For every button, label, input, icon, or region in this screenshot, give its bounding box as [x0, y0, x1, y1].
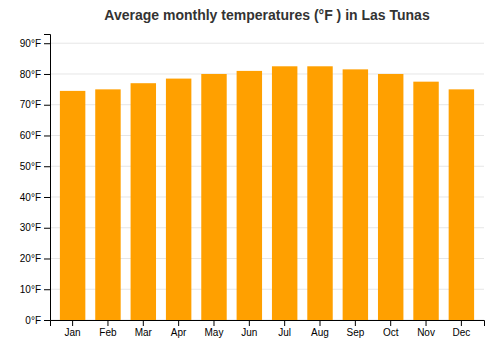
- x-tick: Oct: [383, 320, 399, 338]
- x-tick: Nov: [417, 320, 435, 338]
- y-tick-label: 0°F: [25, 315, 41, 326]
- y-tick: 90°F: [20, 38, 50, 49]
- grid-line: [50, 43, 484, 44]
- bar: [343, 69, 368, 320]
- x-tick-label: May: [205, 327, 224, 338]
- grid-line: [50, 73, 484, 74]
- x-tick-mark: [284, 320, 285, 326]
- x-tick: May: [205, 320, 224, 338]
- y-tick-mark: [44, 289, 50, 290]
- y-tick-label: 30°F: [20, 222, 41, 233]
- x-tick-label: Apr: [171, 327, 187, 338]
- y-tick: 10°F: [20, 284, 50, 295]
- y-tick: 40°F: [20, 192, 50, 203]
- bar: [60, 91, 85, 320]
- x-tick-label: Nov: [417, 327, 435, 338]
- y-tick: 0°F: [25, 315, 50, 326]
- y-tick: 70°F: [20, 99, 50, 110]
- x-tick: Aug: [311, 320, 329, 338]
- x-tick-mark: [213, 320, 214, 326]
- y-tick-mark: [44, 135, 50, 136]
- y-tick-label: 20°F: [20, 253, 41, 264]
- y-tick: 60°F: [20, 130, 50, 141]
- x-tick-mark: [178, 320, 179, 326]
- bar: [272, 66, 297, 320]
- bars: [60, 66, 474, 320]
- x-tick-mark: [355, 320, 356, 326]
- x-tick-label: Oct: [383, 327, 399, 338]
- y-tick-label: 10°F: [20, 284, 41, 295]
- x-axis-line: [51, 321, 485, 327]
- x-tick: Jul: [278, 320, 291, 338]
- y-axis-line: [44, 35, 51, 321]
- bar: [378, 74, 403, 320]
- chart: Jan Feb Mar Apr May Jun Jul Aug Sep Oct Nov Dec 0°F 1…: [0, 0, 500, 350]
- x-tick-mark: [320, 320, 321, 326]
- grid: [50, 43, 484, 320]
- x-tick: Dec: [452, 320, 470, 338]
- y-tick-label: 90°F: [20, 38, 41, 49]
- title: Average monthly temperatures (°F ) in La…: [104, 7, 430, 23]
- x-tick-label: Aug: [311, 327, 329, 338]
- x-tick-label: Mar: [135, 327, 153, 338]
- bar: [95, 89, 120, 320]
- y-tick-label: 60°F: [20, 130, 41, 141]
- x-tick-mark: [461, 320, 462, 326]
- y-tick-mark: [44, 74, 50, 75]
- y-tick: 20°F: [20, 253, 50, 264]
- x-tick-mark: [143, 320, 144, 326]
- y-tick-mark: [44, 166, 50, 167]
- x-tick-mark: [426, 320, 427, 326]
- bar: [307, 66, 332, 320]
- y-tick: 80°F: [20, 69, 50, 80]
- bar: [413, 82, 438, 320]
- y-tick-mark: [44, 258, 50, 259]
- x-tick: Apr: [171, 320, 187, 338]
- y-tick-label: 80°F: [20, 69, 41, 80]
- y-tick-label: 50°F: [20, 161, 41, 172]
- x-tick: Feb: [99, 320, 117, 338]
- x-tick: Jan: [65, 320, 81, 338]
- x-tick: Jun: [241, 320, 257, 338]
- bar: [131, 83, 156, 320]
- plot-area: Jan Feb Mar Apr May Jun Jul Aug Sep Oct Nov Dec 0°F 1…: [20, 35, 485, 339]
- y-tick-mark: [44, 105, 50, 106]
- y-tick-mark: [44, 197, 50, 198]
- y-tick-label: 70°F: [20, 99, 41, 110]
- y-tick: 30°F: [20, 222, 50, 233]
- x-tick-label: Sep: [346, 327, 364, 338]
- bar: [237, 71, 262, 320]
- bar: [166, 79, 191, 320]
- bar: [449, 89, 474, 320]
- x-tick-mark: [107, 320, 108, 326]
- y-tick: 50°F: [20, 161, 50, 172]
- y-axis: 0°F 10°F 20°F 30°F 40°F 50°F 60°F 70°F 80°F 90°F: [20, 35, 51, 326]
- x-tick-mark: [249, 320, 250, 326]
- x-tick-label: Feb: [99, 327, 117, 338]
- bar: [201, 74, 226, 320]
- x-axis: Jan Feb Mar Apr May Jun Jul Aug Sep Oct Nov Dec: [51, 320, 485, 338]
- y-tick-mark: [44, 43, 50, 44]
- x-tick-mark: [72, 320, 73, 326]
- y-tick-label: 40°F: [20, 192, 41, 203]
- x-tick-label: Dec: [452, 327, 470, 338]
- y-tick-mark: [44, 228, 50, 229]
- y-tick-mark: [44, 320, 50, 321]
- x-tick: Mar: [135, 320, 153, 338]
- x-tick-mark: [390, 320, 391, 326]
- x-tick-label: Jun: [241, 327, 257, 338]
- x-tick-label: Jan: [65, 327, 81, 338]
- x-tick: Sep: [346, 320, 364, 338]
- x-tick-label: Jul: [278, 327, 291, 338]
